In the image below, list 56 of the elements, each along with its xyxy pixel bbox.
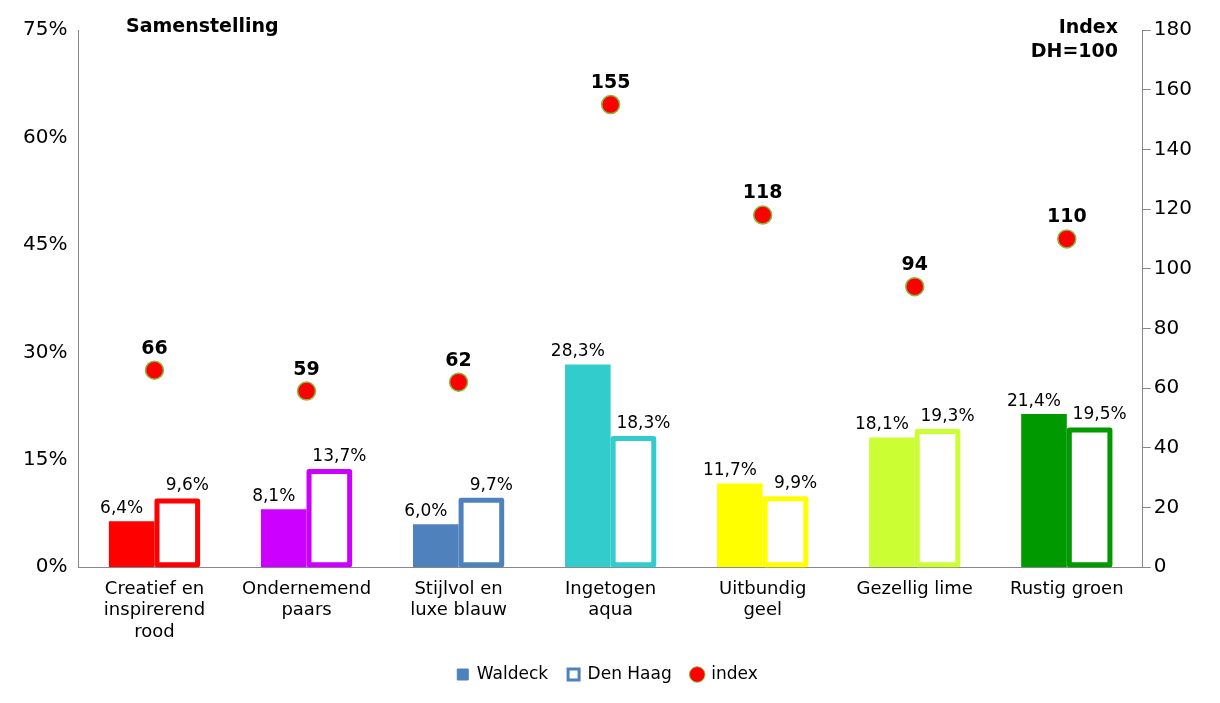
point xyxy=(448,372,469,392)
x-tick-label: Ingetogen aqua xyxy=(565,576,657,620)
data-label: 8,1% xyxy=(252,485,296,506)
y2-tick-label: 20 xyxy=(1153,493,1180,518)
data-label: 66 xyxy=(141,335,168,358)
y2-axis-title: Index DH=100 xyxy=(1029,14,1118,62)
y2-tick-label: 80 xyxy=(1153,314,1180,339)
x-tick-label: Rustig groen xyxy=(1009,576,1124,598)
y-axis-title: Samenstelling xyxy=(126,14,279,36)
y-tick-label: 30% xyxy=(23,338,68,363)
y2-tick-label: 40 xyxy=(1153,434,1180,459)
point xyxy=(752,205,773,225)
y2-tick-label: 0 xyxy=(1153,553,1167,578)
data-label: 19,5% xyxy=(1072,403,1127,424)
x-tick-label: Creatief en inspirerend rood xyxy=(103,576,206,641)
y2-tick-label: 160 xyxy=(1153,75,1193,100)
data-label: 11,7% xyxy=(702,459,757,480)
y-tick-label: 60% xyxy=(23,123,68,148)
data-label: 13,7% xyxy=(312,444,367,465)
point xyxy=(600,94,621,115)
legend-label: Den Haag xyxy=(587,662,672,683)
x-tick-label: Stijlvol en luxe blauw xyxy=(410,576,508,620)
y-tick-label: 0% xyxy=(35,553,68,578)
y2-tick-label: 100 xyxy=(1153,254,1193,279)
data-label: 6,4% xyxy=(100,497,144,518)
data-label: 9,9% xyxy=(773,472,818,493)
data-label: 28,3% xyxy=(550,340,605,361)
data-label: 18,1% xyxy=(854,413,909,434)
y-tick-label: 75% xyxy=(23,16,68,41)
data-label: 62 xyxy=(445,347,472,370)
legend-label: index xyxy=(711,662,758,683)
data-label: 94 xyxy=(901,252,928,275)
point xyxy=(1057,229,1077,249)
data-label: 118 xyxy=(742,180,783,203)
y2-tick-label: 120 xyxy=(1153,195,1193,220)
x-tick-label: Ondernemend paars xyxy=(241,576,372,620)
x-tick-label: Uitbundig geel xyxy=(719,576,807,620)
data-label: 59 xyxy=(293,356,320,379)
y2-tick-label: 140 xyxy=(1153,135,1193,160)
legend-label: Waldeck xyxy=(476,662,549,683)
x-tick-label: Gezellig lime xyxy=(856,576,973,598)
data-label: 155 xyxy=(590,70,631,93)
data-label: 9,7% xyxy=(469,473,513,494)
point xyxy=(144,360,165,380)
y2-tick-label: 180 xyxy=(1153,16,1193,41)
point xyxy=(905,276,925,297)
y-tick-label: 15% xyxy=(23,445,68,470)
y-tick-label: 45% xyxy=(23,231,68,256)
data-label: 19,3% xyxy=(920,404,975,425)
data-label: 6,0% xyxy=(404,500,448,521)
point xyxy=(296,381,317,401)
data-label: 21,4% xyxy=(1006,389,1061,410)
data-label: 18,3% xyxy=(616,412,671,433)
y2-tick-label: 60 xyxy=(1153,374,1180,399)
data-label: 9,6% xyxy=(165,474,209,495)
data-label: 110 xyxy=(1046,204,1087,227)
